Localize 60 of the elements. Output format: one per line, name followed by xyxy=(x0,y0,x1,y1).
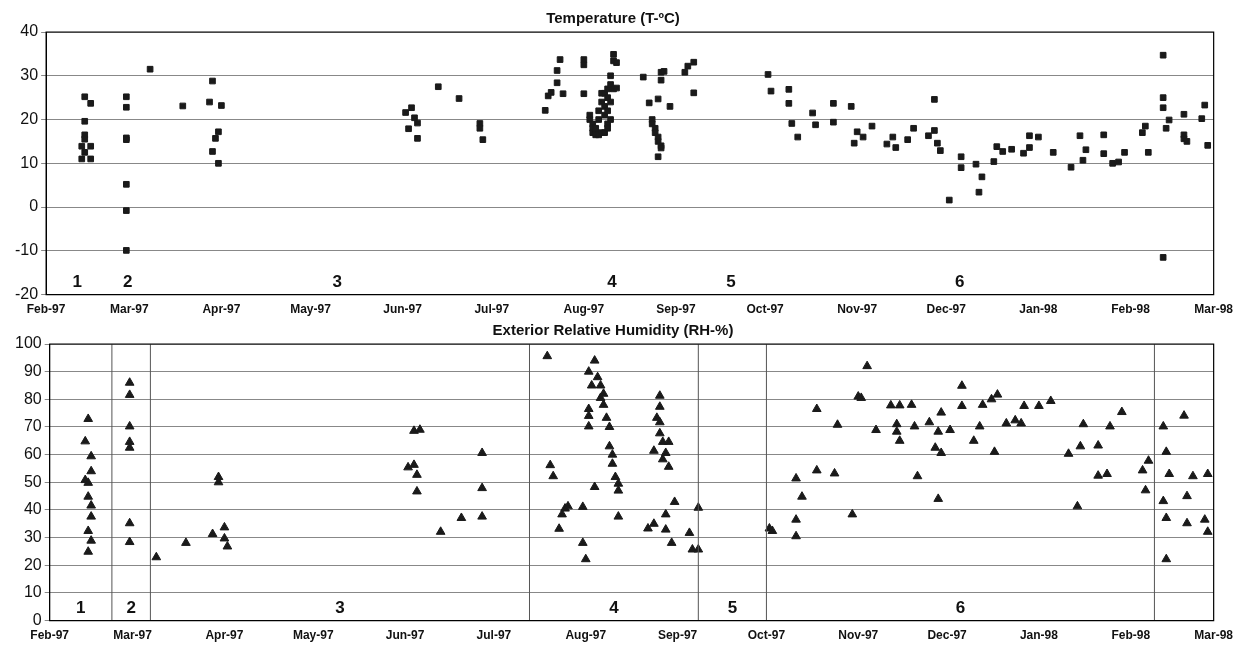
x-tick-label: Mar-97 xyxy=(109,302,149,317)
x-tick-label: Jun-97 xyxy=(383,302,423,317)
x-tick-label: Jul-97 xyxy=(476,628,512,643)
x-tick-label: Feb-97 xyxy=(26,302,66,317)
x-tick-label: Feb-98 xyxy=(1111,628,1151,643)
y-tick-label: 100 xyxy=(14,334,42,352)
x-tick-label: Apr-97 xyxy=(202,302,241,317)
y-tick-label: 0 xyxy=(29,197,39,215)
annotation: 6 xyxy=(954,271,965,291)
y-tick-label: 50 xyxy=(23,472,42,490)
y-tick-label: 30 xyxy=(23,528,42,546)
x-tick-label: Jan-98 xyxy=(1019,628,1059,643)
y-tick-label: -20 xyxy=(15,285,39,303)
y-tick-label: -10 xyxy=(15,241,39,259)
x-tick-label: Apr-97 xyxy=(205,628,244,643)
y-tick-label: 0 xyxy=(32,611,42,629)
x-tick-label: Aug-97 xyxy=(565,628,607,643)
x-tick-label: Mar-98 xyxy=(1194,628,1234,643)
annotation: 4 xyxy=(607,271,618,291)
chart-title: Temperature (T-ºC) xyxy=(546,9,680,27)
y-tick-label: 80 xyxy=(23,389,42,407)
annotation: 6 xyxy=(955,597,966,617)
x-tick-label: Mar-98 xyxy=(1194,302,1234,317)
y-tick-label: 40 xyxy=(23,500,42,518)
annotation: 4 xyxy=(609,597,620,617)
chart-title: Exterior Relative Humidity (RH-%) xyxy=(492,321,734,339)
y-tick-label: 20 xyxy=(23,555,42,573)
annotation: 3 xyxy=(335,597,345,617)
annotation: 2 xyxy=(126,597,136,617)
x-tick-label: Nov-97 xyxy=(838,628,879,643)
y-tick-label: 10 xyxy=(23,583,42,601)
x-tick-label: May-97 xyxy=(292,628,334,643)
annotation: 1 xyxy=(76,597,86,617)
x-tick-label: Feb-98 xyxy=(1111,302,1151,317)
x-tick-label: Jan-98 xyxy=(1019,302,1058,317)
x-tick-label: May-97 xyxy=(290,302,332,317)
y-tick-label: 70 xyxy=(23,417,42,435)
y-tick-label: 60 xyxy=(23,445,42,463)
x-tick-label: Jul-97 xyxy=(474,302,510,317)
x-tick-label: Mar-97 xyxy=(113,628,153,643)
x-tick-label: Feb-97 xyxy=(30,628,70,643)
x-tick-label: Nov-97 xyxy=(837,302,878,317)
y-tick-label: 90 xyxy=(23,362,42,380)
x-tick-label: Sep-97 xyxy=(657,628,698,643)
x-tick-label: Sep-97 xyxy=(656,302,696,317)
annotation: 5 xyxy=(727,597,738,617)
x-tick-label: Dec-97 xyxy=(927,628,968,643)
x-tick-label: Oct-97 xyxy=(746,302,785,317)
y-tick-label: 30 xyxy=(20,66,39,84)
x-tick-label: Aug-97 xyxy=(563,302,605,317)
annotation: 3 xyxy=(332,271,342,291)
annotation: 1 xyxy=(72,271,83,291)
annotation: 2 xyxy=(123,271,133,291)
x-tick-label: Jun-97 xyxy=(385,628,425,643)
y-tick-label: 20 xyxy=(20,109,39,127)
x-tick-label: Oct-97 xyxy=(747,628,786,643)
y-tick-label: 40 xyxy=(20,22,39,40)
annotation: 5 xyxy=(726,271,736,291)
x-tick-label: Dec-97 xyxy=(926,302,967,317)
y-tick-label: 10 xyxy=(20,153,39,171)
